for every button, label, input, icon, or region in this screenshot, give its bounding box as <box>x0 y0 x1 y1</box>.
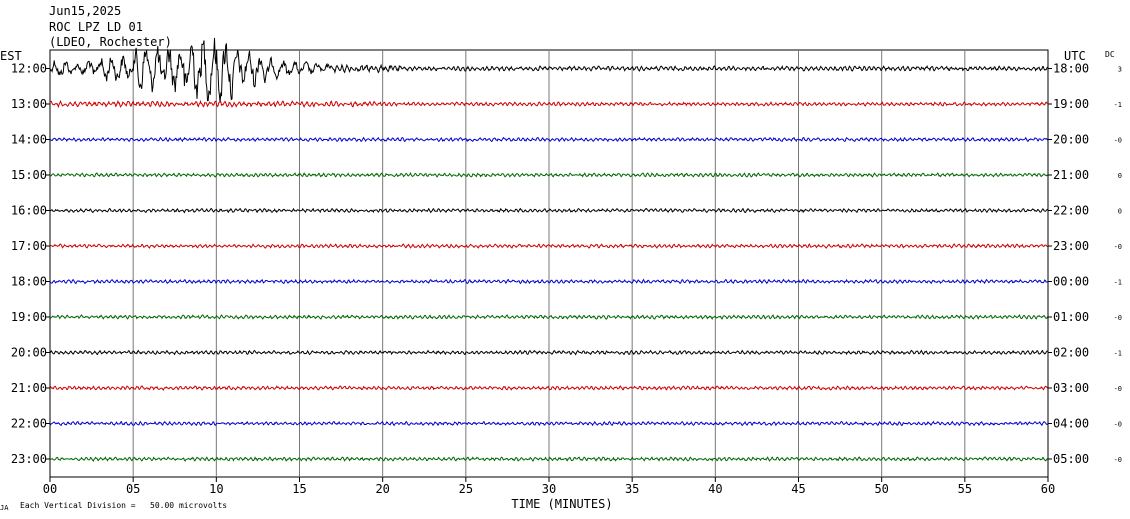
x-axis-title: TIME (MINUTES) <box>511 497 612 511</box>
est-hour-label: 14:00 <box>11 133 47 147</box>
seismic-trace <box>49 314 1048 320</box>
division-note: Each Vertical Division = 50.00 microvolt… <box>20 501 227 510</box>
seismic-trace <box>49 99 1048 109</box>
seismogram-traces <box>49 37 1048 462</box>
x-tick-label: 25 <box>459 482 473 496</box>
x-tick-label: 60 <box>1041 482 1055 496</box>
utc-hour-label: 22:00 <box>1053 204 1089 218</box>
dc-offset-label: -0 <box>1114 456 1122 464</box>
seismic-trace <box>49 207 1048 214</box>
header-station: ROC LPZ LD 01 <box>49 20 143 34</box>
seismic-trace <box>49 37 1048 103</box>
est-hour-label: 19:00 <box>11 310 47 324</box>
seismic-trace <box>49 349 1048 356</box>
x-tick-label: 30 <box>542 482 556 496</box>
est-label: EST <box>0 49 22 63</box>
x-tick-label: 40 <box>708 482 722 496</box>
seismic-trace <box>49 456 1048 462</box>
est-hour-label: 13:00 <box>11 97 47 111</box>
dc-offset-label: -0 <box>1114 137 1122 145</box>
est-hour-label: 23:00 <box>11 452 47 466</box>
dc-offset-label: 3 <box>1118 66 1122 74</box>
est-hour-label: 20:00 <box>11 346 47 360</box>
dc-offset-label: -0 <box>1114 385 1122 393</box>
utc-hour-label: 01:00 <box>1053 310 1089 324</box>
dc-offset-label: -0 <box>1114 314 1122 322</box>
corner-mark: JA <box>0 504 9 512</box>
utc-hour-label: 03:00 <box>1053 381 1089 395</box>
x-tick-label: 15 <box>292 482 306 496</box>
utc-hour-label: 02:00 <box>1053 346 1089 360</box>
seismic-trace <box>49 172 1048 178</box>
dc-offset-label: -1 <box>1114 101 1122 109</box>
time-axis: 00 05 10 15 20 25 30 35 40 45 50 55 60 <box>43 477 1055 496</box>
utc-axis: 18:00 3 19:00 -1 20:00 -0 21:00 0 22:00 0 23:00 -0 0… <box>1048 62 1122 466</box>
est-hour-label: 16:00 <box>11 204 47 218</box>
seismic-trace <box>49 278 1048 285</box>
x-tick-label: 35 <box>625 482 639 496</box>
est-hour-label: 22:00 <box>11 417 47 431</box>
dc-offset-label: -0 <box>1114 243 1122 251</box>
utc-hour-label: 00:00 <box>1053 275 1089 289</box>
utc-label: UTC <box>1064 49 1086 63</box>
x-tick-label: 05 <box>126 482 140 496</box>
grid-lines <box>49 49 1049 478</box>
dc-offset-label: -1 <box>1114 279 1122 287</box>
est-hour-label: 12:00 <box>11 62 47 76</box>
x-tick-label: 50 <box>874 482 888 496</box>
utc-hour-label: 19:00 <box>1053 97 1089 111</box>
utc-hour-label: 18:00 <box>1053 62 1089 76</box>
est-hour-label: 17:00 <box>11 239 47 253</box>
utc-hour-label: 20:00 <box>1053 133 1089 147</box>
est-axis: 12:00 13:00 14:00 15:00 16:00 17:00 18:00 19:00… <box>11 62 50 466</box>
x-tick-label: 55 <box>958 482 972 496</box>
dc-offset-label: -1 <box>1114 350 1122 358</box>
utc-hour-label: 04:00 <box>1053 417 1089 431</box>
x-tick-label: 00 <box>43 482 57 496</box>
dc-label: DC <box>1105 50 1115 59</box>
dc-offset-label: -0 <box>1114 421 1122 429</box>
header-date: Jun15,2025 <box>49 4 121 18</box>
dc-offset-label: 0 <box>1118 208 1122 216</box>
dc-offset-label: 0 <box>1118 172 1122 180</box>
seismic-trace <box>49 136 1048 143</box>
x-tick-label: 45 <box>791 482 805 496</box>
seismic-trace <box>49 420 1048 427</box>
x-tick-label: 10 <box>209 482 223 496</box>
utc-hour-label: 21:00 <box>1053 168 1089 182</box>
est-hour-label: 15:00 <box>11 168 47 182</box>
seismic-trace <box>49 385 1048 391</box>
seismic-trace <box>49 243 1048 249</box>
est-hour-label: 18:00 <box>11 275 47 289</box>
header-network: (LDEO, Rochester) <box>49 35 172 49</box>
utc-hour-label: 05:00 <box>1053 452 1089 466</box>
x-tick-label: 20 <box>375 482 389 496</box>
est-hour-label: 21:00 <box>11 381 47 395</box>
utc-hour-label: 23:00 <box>1053 239 1089 253</box>
